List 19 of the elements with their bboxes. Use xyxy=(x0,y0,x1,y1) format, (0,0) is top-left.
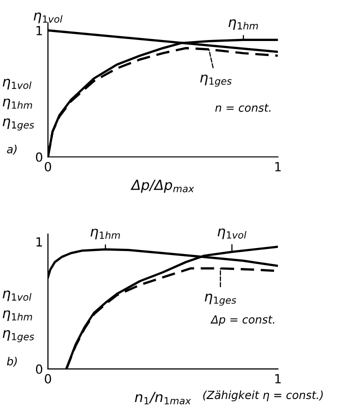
legend-label: η$_{1ges}$ xyxy=(204,294,236,306)
legend-label: η$_{1ges}$ xyxy=(200,74,232,87)
y-axis-title: η$_{1vol}$ η$_{1hm}$ η$_{1ges}$ xyxy=(2,290,34,342)
annotation: n = const. xyxy=(215,104,270,112)
text: (Zähigkeit η = const.) xyxy=(203,390,323,402)
x-axis-title: n$_{1}$/n$_{1max}$ xyxy=(134,392,192,404)
text: b) xyxy=(6,356,17,367)
series-label: η$_{1vol}$ xyxy=(218,228,246,240)
y-tick-label: 1 xyxy=(36,26,42,36)
y-tick-label: 0 xyxy=(36,364,42,374)
x-axis-title: Δp/Δp$_{max}$ xyxy=(130,180,194,193)
series-label: η$_{1vol}$ xyxy=(34,12,62,24)
y-axis-title: η$_{1vol}$ η$_{1hm}$ η$_{1ges}$ xyxy=(2,78,34,130)
text: a) xyxy=(7,144,17,155)
y-tick-label: 0 xyxy=(36,152,42,162)
y-tick-label: 1 xyxy=(36,237,42,246)
series-label: η$_{1hm}$ xyxy=(228,19,258,30)
annotation: Δp = const. xyxy=(210,315,274,326)
series-label: η$_{1hm}$ xyxy=(90,228,120,240)
